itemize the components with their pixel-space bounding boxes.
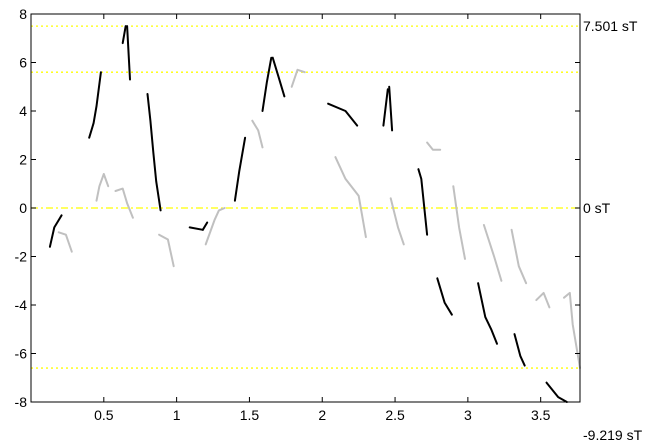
x-tick-label: 3.5 bbox=[531, 407, 551, 423]
x-tick-label: 3 bbox=[464, 407, 472, 423]
series-segment bbox=[513, 333, 526, 367]
y-axis: -8 -6 -4 -2 0 2 4 6 8 bbox=[15, 6, 580, 410]
x-tick-label: 2 bbox=[318, 407, 326, 423]
series-segment bbox=[126, 25, 131, 81]
series-segment bbox=[114, 187, 134, 219]
series-segment bbox=[389, 197, 405, 246]
series-segment bbox=[88, 71, 102, 139]
reference-line-label: 7.501 sT bbox=[583, 18, 638, 34]
series-segment bbox=[121, 25, 127, 45]
series-segment bbox=[510, 228, 528, 285]
y-tick-label: 6 bbox=[19, 55, 27, 71]
series-segment bbox=[204, 207, 226, 246]
x-tick-label: 2.5 bbox=[385, 407, 405, 423]
series-segment bbox=[48, 214, 63, 248]
series-segment bbox=[271, 56, 286, 98]
series-segment bbox=[477, 282, 498, 345]
series-layer bbox=[48, 25, 581, 403]
y-tick-label: 4 bbox=[19, 103, 27, 119]
series-segment bbox=[146, 93, 162, 212]
series-segment bbox=[57, 231, 73, 253]
series-segment bbox=[545, 381, 568, 403]
series-segment bbox=[452, 185, 466, 260]
series-segment bbox=[535, 291, 551, 309]
y-tick-label: 0 bbox=[19, 200, 27, 216]
series-segment bbox=[158, 233, 175, 268]
series-segment bbox=[417, 168, 429, 236]
series-segment bbox=[563, 291, 581, 370]
series-segment bbox=[188, 226, 204, 231]
x-tick-label: 1.5 bbox=[240, 407, 260, 423]
x-tick-label: 0.5 bbox=[94, 407, 114, 423]
series-segment bbox=[290, 68, 306, 88]
series-segment bbox=[95, 173, 110, 202]
reference-line-label: 0 sT bbox=[583, 200, 611, 216]
series-segment bbox=[327, 102, 359, 127]
series-segment bbox=[261, 56, 273, 112]
y-tick-label: -8 bbox=[15, 394, 28, 410]
y-tick-label: -6 bbox=[15, 346, 28, 362]
x-tick-label: 1 bbox=[173, 407, 181, 423]
reference-lines bbox=[31, 25, 580, 369]
series-segment bbox=[482, 224, 503, 282]
series-segment bbox=[436, 277, 453, 316]
series-segment bbox=[334, 156, 367, 239]
y-tick-label: -2 bbox=[15, 249, 28, 265]
series-segment bbox=[251, 119, 264, 149]
series-segment bbox=[388, 85, 394, 132]
x-axis: 0.5 1 1.5 2 2.5 3 3.5 bbox=[94, 14, 551, 423]
series-segment bbox=[201, 221, 209, 231]
bottom-right-label: -9.219 sT bbox=[583, 427, 643, 443]
reference-labels: 7.501 sT 0 sT bbox=[583, 18, 638, 216]
y-tick-label: -4 bbox=[15, 297, 28, 313]
y-tick-label: 8 bbox=[19, 6, 27, 22]
series-segment bbox=[233, 136, 247, 202]
y-tick-label: 2 bbox=[19, 152, 27, 168]
series-segment bbox=[382, 88, 389, 127]
series-segment bbox=[426, 141, 442, 151]
